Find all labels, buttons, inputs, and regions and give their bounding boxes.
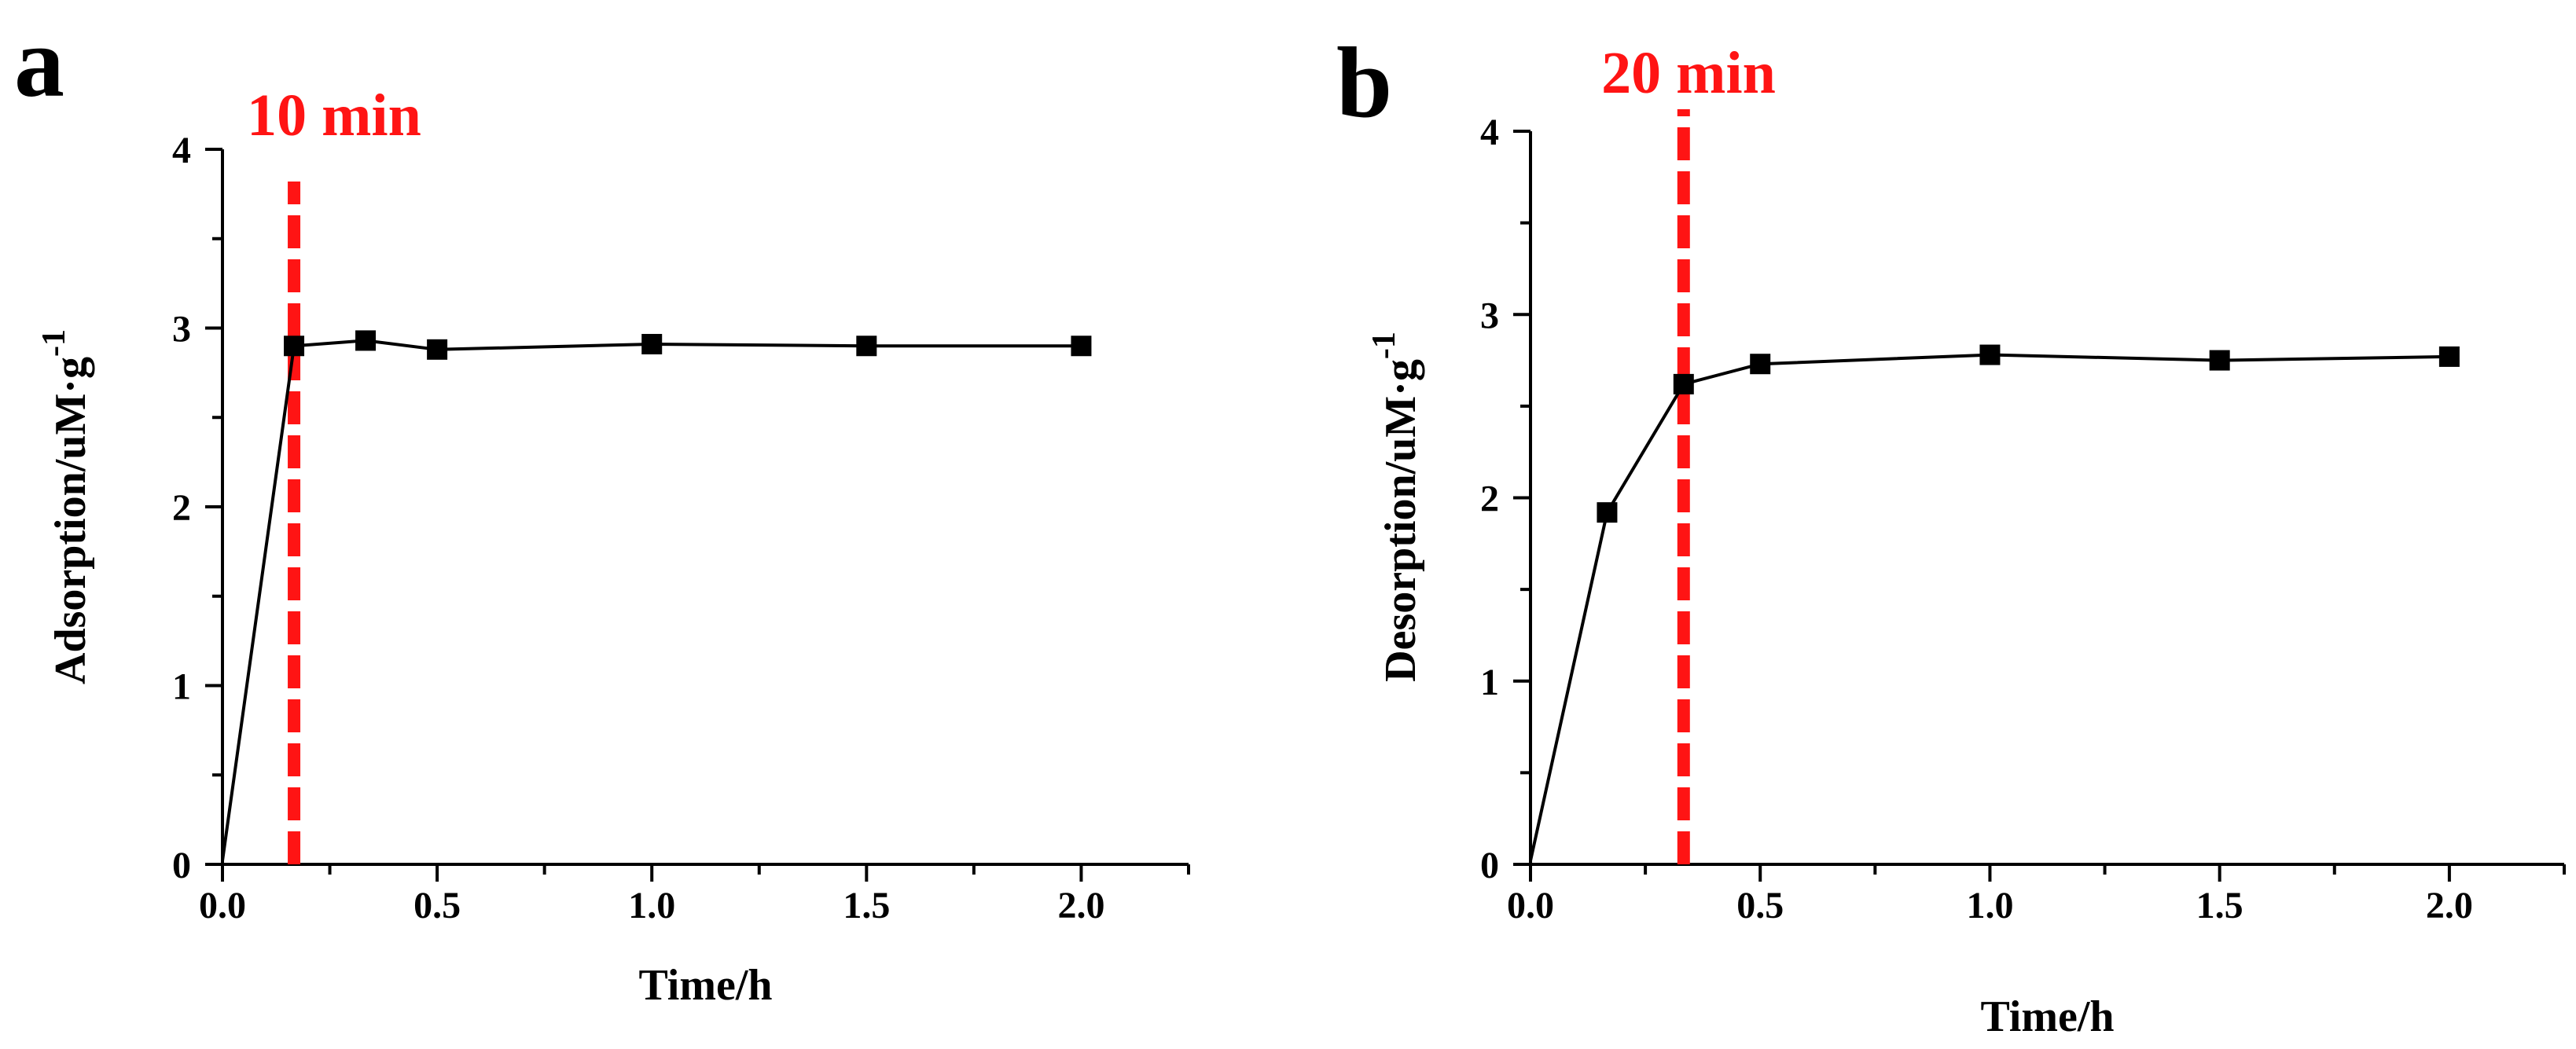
panel-label: b — [1336, 27, 1392, 138]
panel-label: a — [14, 6, 64, 118]
y-tick-label: 1 — [172, 666, 191, 708]
y-tick-label: 0 — [172, 845, 191, 886]
y-tick-label: 2 — [172, 487, 191, 529]
data-point — [284, 336, 305, 357]
annotation-label: 10 min — [247, 83, 421, 149]
y-tick-label: 4 — [1480, 112, 1499, 153]
data-point — [1071, 336, 1092, 357]
x-tick-label: 2.0 — [2426, 885, 2473, 926]
x-tick-label: 1.0 — [1966, 885, 2013, 926]
data-point — [1597, 502, 1618, 523]
data-point — [856, 336, 877, 357]
y-axis-title-superscript: -1 — [36, 329, 72, 357]
y-tick-label: 1 — [1480, 662, 1499, 703]
data-point — [641, 333, 663, 354]
data-point — [1750, 354, 1771, 375]
data-point — [2438, 346, 2460, 367]
series-line — [221, 339, 1082, 861]
chart-panel-a: a 0.0 0.5 1.0 1.5 2.0 0 1 2 3 4 Time/h Adsorption/uM… — [14, 6, 1190, 1010]
y-tick-label: 4 — [172, 130, 191, 171]
data-point — [355, 330, 377, 351]
x-axis-title: Time/h — [638, 961, 772, 1010]
y-axis-title: Adsorption/uM·g-1 — [36, 329, 95, 684]
y-tick-label: 3 — [172, 309, 191, 350]
x-axis-title: Time/h — [1980, 992, 2114, 1041]
x-tick-label: 0.5 — [413, 885, 461, 926]
data-point — [427, 339, 448, 360]
x-tick-label: 2.0 — [1057, 885, 1104, 926]
y-axis-title: Desorption/uM·g-1 — [1366, 332, 1425, 682]
y-axis-title-superscript: -1 — [1366, 332, 1402, 359]
x-tick-label: 0.0 — [1507, 885, 1554, 926]
x-tick-label: 1.5 — [843, 885, 890, 926]
y-tick-label: 0 — [1480, 845, 1499, 886]
chart-panel-b: b 0.0 0.5 1.0 1.5 2.0 0 1 2 3 4 Time/h Desorption/uM… — [1336, 27, 2566, 1041]
y-tick-label: 2 — [1480, 479, 1499, 520]
x-tick-label: 1.5 — [2196, 885, 2243, 926]
data-point — [2209, 350, 2230, 371]
data-point — [1673, 373, 1694, 394]
x-tick-label: 0.0 — [199, 885, 246, 926]
x-tick-label: 0.5 — [1736, 885, 1784, 926]
x-tick-label: 1.0 — [628, 885, 675, 926]
data-point — [1979, 344, 2001, 365]
y-tick-label: 3 — [1480, 295, 1499, 336]
y-axis-title-main: Desorption/uM·g — [1376, 359, 1425, 682]
series-line — [1529, 353, 2449, 861]
y-axis-title-main: Adsorption/uM·g — [46, 357, 95, 684]
annotation-label: 20 min — [1601, 40, 1776, 106]
